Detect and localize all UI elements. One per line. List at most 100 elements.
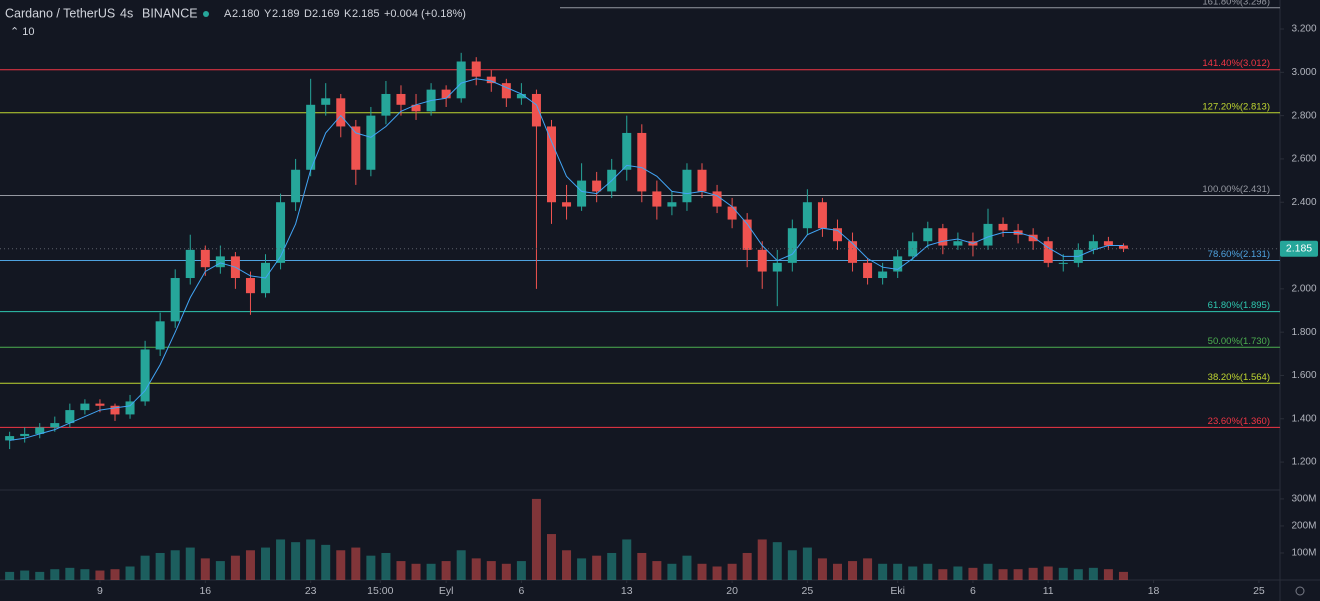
candle-body [667, 202, 677, 207]
volume-bar [682, 555, 692, 580]
candle-body [712, 191, 722, 207]
candle-body [170, 278, 180, 322]
volume-bar [848, 561, 858, 580]
volume-bar [125, 566, 135, 580]
candle-body [411, 104, 421, 112]
x-tick-label: 6 [970, 585, 976, 597]
volume-bar [712, 566, 722, 580]
volume-bar [1103, 569, 1113, 580]
candle-body [727, 206, 737, 220]
volume-bar [321, 544, 331, 580]
candle-body [215, 256, 225, 268]
candle-body [863, 262, 873, 279]
candle-body [1043, 241, 1053, 263]
y2-tick-label: 300M [1291, 494, 1316, 505]
fib-label: 127.20%(2.813) [1202, 101, 1270, 112]
x-tick-label: 25 [1253, 585, 1265, 597]
volume-bar [441, 561, 451, 580]
candle-body [396, 93, 406, 105]
candle-body [501, 83, 511, 99]
exchange: BINANCE [142, 6, 198, 20]
candle-body [787, 228, 797, 263]
volume-bar [622, 539, 632, 580]
candle-body [441, 89, 451, 99]
fib-label: 50.00%(1.730) [1208, 336, 1270, 347]
candle-body [848, 241, 858, 263]
y-tick-label: 2.600 [1291, 154, 1316, 165]
candle-body [516, 93, 526, 99]
candle-body [80, 403, 90, 411]
x-tick-label: 16 [199, 585, 211, 597]
volume-bar [607, 552, 617, 580]
candle-body [1058, 262, 1068, 264]
candle-body [1118, 245, 1128, 249]
volume-bar [787, 550, 797, 580]
candle-body [742, 219, 752, 250]
volume-bar [411, 563, 421, 580]
volume-bar [80, 569, 90, 580]
volume-bar [20, 570, 30, 580]
volume-bar [998, 569, 1008, 580]
candle-body [893, 256, 903, 272]
volume-bar [95, 570, 105, 580]
ohlc: A 2.180 Y 2.189 D 2.169 K 2.185 +0.004 (+0.18%) [224, 8, 466, 20]
y-tick-label: 1.200 [1291, 457, 1316, 468]
candle-body [456, 61, 466, 99]
candle-body [366, 115, 376, 170]
volume-bar [1043, 566, 1053, 580]
volume-bar [577, 558, 587, 580]
volume-bar [306, 539, 316, 580]
x-tick-label: 6 [518, 585, 524, 597]
volume-bar [245, 550, 255, 580]
volume-bar [983, 563, 993, 580]
candle-body [471, 61, 481, 77]
candle-body [1088, 241, 1098, 250]
candle-body [200, 249, 210, 268]
ohlc-key: Y [264, 8, 272, 20]
settings-icon[interactable] [1295, 586, 1305, 596]
volume-bar [291, 542, 301, 580]
volume-bar [772, 542, 782, 580]
volume-bar [923, 563, 933, 580]
volume-bar [878, 563, 888, 580]
y-tick-label: 3.200 [1291, 24, 1316, 35]
candle-body [983, 223, 993, 246]
indicator-period[interactable]: ⌃ 10 [10, 26, 35, 38]
candle-body [155, 321, 165, 350]
fib-label: 38.20%(1.564) [1208, 372, 1270, 383]
candle-body [998, 223, 1008, 231]
volume-bar [1028, 567, 1038, 580]
volume-bar [953, 566, 963, 580]
candle-body [546, 126, 556, 203]
volume-bar [1073, 569, 1083, 580]
volume-bar [893, 563, 903, 580]
y2-tick-label: 200M [1291, 521, 1316, 532]
candle-body [185, 249, 195, 279]
volume-bar [261, 547, 271, 580]
volume-bar [486, 561, 496, 580]
volume-bar [742, 552, 752, 580]
candle-body [802, 202, 812, 229]
header-bg [0, 2, 560, 38]
volume-bar [200, 558, 210, 580]
volume-bar [817, 558, 827, 580]
candle-body [95, 403, 105, 406]
y-tick-label: 1.600 [1291, 370, 1316, 381]
volume-bar [516, 561, 526, 580]
volume-bar [5, 571, 15, 580]
volume-bar [456, 550, 466, 580]
volume-bar [546, 534, 556, 580]
volume-bar [968, 567, 978, 580]
x-tick-label: Eki [890, 585, 905, 597]
volume-bar [1088, 567, 1098, 580]
ohlc-value: 2.169 [312, 8, 340, 20]
last-price-tag [1280, 240, 1318, 257]
candle-body [878, 271, 888, 279]
candle-body [622, 132, 632, 170]
candle-body [65, 410, 75, 424]
volume-bar [757, 539, 767, 580]
candle-body [652, 191, 662, 207]
ohlc-value: 2.189 [272, 8, 300, 20]
